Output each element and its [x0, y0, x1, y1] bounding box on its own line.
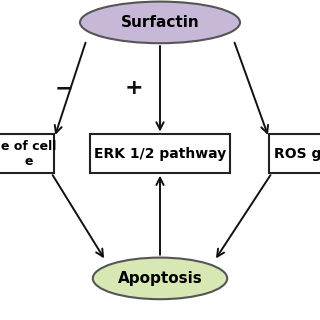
Ellipse shape: [80, 2, 240, 43]
Text: ROS g: ROS g: [274, 147, 320, 161]
Text: +: +: [125, 78, 144, 98]
Text: Surfactin: Surfactin: [121, 15, 199, 30]
Text: e of cell
e: e of cell e: [1, 140, 57, 168]
FancyBboxPatch shape: [0, 134, 54, 173]
Ellipse shape: [93, 258, 227, 299]
FancyBboxPatch shape: [90, 134, 230, 173]
Text: Apoptosis: Apoptosis: [118, 271, 202, 286]
Text: −: −: [55, 78, 73, 98]
FancyBboxPatch shape: [269, 134, 320, 173]
Text: ERK 1/2 pathway: ERK 1/2 pathway: [94, 147, 226, 161]
